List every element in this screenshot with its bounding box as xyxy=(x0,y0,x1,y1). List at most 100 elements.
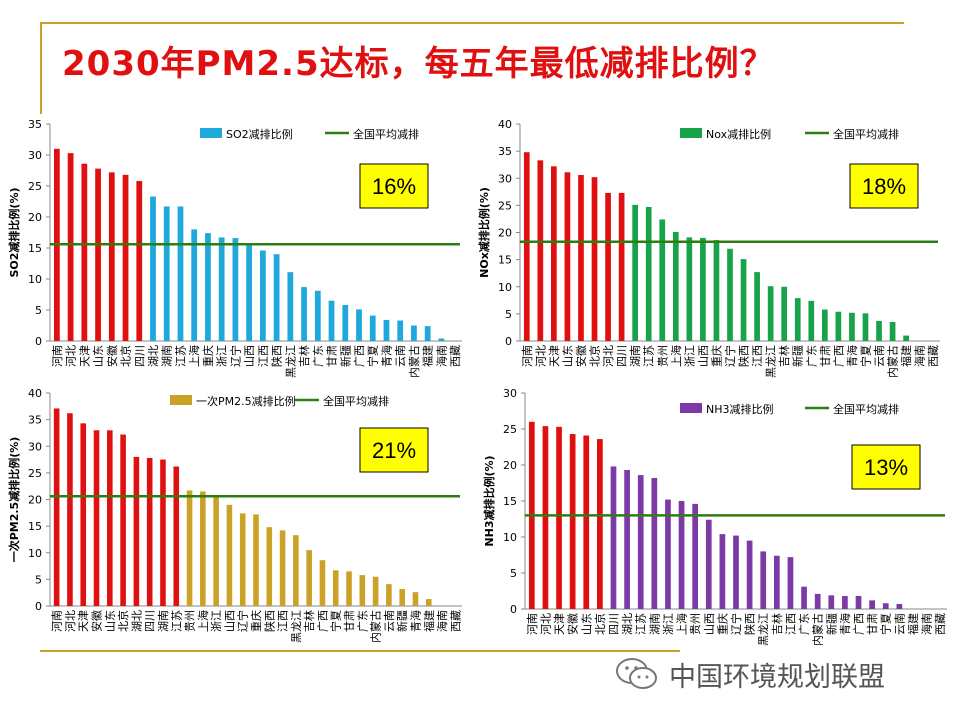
watermark: 中国环境规划联盟 xyxy=(615,652,885,696)
bar xyxy=(146,457,153,606)
bar xyxy=(266,527,273,606)
bar xyxy=(213,496,219,606)
bar xyxy=(160,459,166,606)
legend-average-label: 全国平均减排 xyxy=(833,127,899,141)
bar xyxy=(412,592,419,606)
category-label: 重庆 xyxy=(709,345,723,367)
category-label: 新疆 xyxy=(824,613,838,635)
category-label: 吉林 xyxy=(770,613,784,635)
y-tick-label: 10 xyxy=(28,273,42,286)
category-label: 广东 xyxy=(356,610,369,632)
bar xyxy=(678,501,685,609)
bar xyxy=(659,219,666,341)
y-tick-label: 10 xyxy=(28,547,42,560)
y-tick-label: 5 xyxy=(35,304,42,317)
bar xyxy=(411,325,417,341)
bar xyxy=(205,233,211,341)
y-tick-label: 30 xyxy=(28,440,42,453)
y-tick-label: 15 xyxy=(28,520,42,533)
callout-value: 16% xyxy=(372,174,416,199)
bar xyxy=(672,231,679,341)
bar xyxy=(632,204,639,341)
y-tick-label: 15 xyxy=(498,254,512,267)
bar xyxy=(150,196,156,341)
bar xyxy=(200,491,206,606)
bar xyxy=(246,244,253,341)
category-label: 贵州 xyxy=(689,613,702,635)
legend-label: SO2减排比例 xyxy=(226,127,293,141)
bar xyxy=(107,430,113,606)
category-label: 四川 xyxy=(607,613,620,635)
category-label: 浙江 xyxy=(216,345,229,367)
y-tick-label: 30 xyxy=(28,149,42,162)
bar xyxy=(828,595,835,609)
legend-average-label: 全国平均减排 xyxy=(833,402,899,416)
category-label: 广西 xyxy=(316,610,329,632)
y-tick-label: 35 xyxy=(498,145,512,158)
category-label: 西藏 xyxy=(927,345,940,367)
bar xyxy=(896,603,903,609)
y-tick-label: 0 xyxy=(35,335,42,348)
bar xyxy=(359,575,366,606)
category-label: 宁夏 xyxy=(879,613,893,635)
bar xyxy=(556,426,562,609)
category-label: 河南 xyxy=(51,345,64,367)
bar xyxy=(424,326,431,341)
y-tick-label: 30 xyxy=(503,387,517,400)
bar xyxy=(218,237,225,341)
category-label: 宁夏 xyxy=(329,610,343,632)
legend-swatch xyxy=(680,128,702,138)
bar xyxy=(253,514,259,606)
category-label: 内蒙古 xyxy=(886,345,900,378)
category-label: 河北 xyxy=(602,345,615,367)
bar xyxy=(692,503,699,609)
category-label: 贵州 xyxy=(184,610,197,632)
bar xyxy=(108,172,115,341)
category-label: 云南 xyxy=(873,345,886,367)
category-label: 安徽 xyxy=(105,345,119,367)
category-label: 上海 xyxy=(187,345,201,367)
y-tick-label: 25 xyxy=(28,180,42,193)
category-label: 云南 xyxy=(394,345,407,367)
bar xyxy=(760,551,767,609)
y-tick-label: 0 xyxy=(510,603,517,616)
bar xyxy=(754,272,760,341)
category-label: 西藏 xyxy=(449,610,462,632)
bar xyxy=(651,477,658,609)
category-label: 上海 xyxy=(196,610,210,632)
category-label: 山西 xyxy=(703,613,716,635)
category-label: 辽宁 xyxy=(729,613,743,635)
category-label: 内蒙古 xyxy=(811,613,825,646)
legend-swatch xyxy=(680,403,702,413)
bar xyxy=(624,470,630,609)
category-label: 陕西 xyxy=(262,610,276,632)
bar xyxy=(564,172,571,341)
bar xyxy=(438,338,445,341)
bar xyxy=(746,540,753,609)
bar xyxy=(120,434,126,606)
category-label: 河北 xyxy=(534,345,547,367)
bar xyxy=(67,153,74,341)
title-accent-bar xyxy=(40,22,42,114)
y-tick-label: 5 xyxy=(510,567,517,580)
y-tick-label: 20 xyxy=(498,227,512,240)
bar xyxy=(133,456,140,606)
category-label: 天津 xyxy=(77,610,90,632)
category-label: 上海 xyxy=(669,345,683,367)
bar xyxy=(314,290,321,341)
category-label: 西藏 xyxy=(449,345,462,367)
callout-box xyxy=(849,163,919,209)
category-label: 北京 xyxy=(593,613,607,635)
category-label: 甘肃 xyxy=(866,613,879,635)
bar xyxy=(781,286,788,341)
bar xyxy=(645,207,652,341)
bar xyxy=(591,177,598,341)
category-label: 海南 xyxy=(434,345,448,367)
category-label: 天津 xyxy=(553,613,566,635)
category-label: 重庆 xyxy=(201,345,215,367)
category-label: 北京 xyxy=(588,345,602,367)
bar xyxy=(855,596,862,609)
bar xyxy=(700,237,706,341)
category-label: 河北 xyxy=(64,610,77,632)
category-label: 陕西 xyxy=(737,345,751,367)
